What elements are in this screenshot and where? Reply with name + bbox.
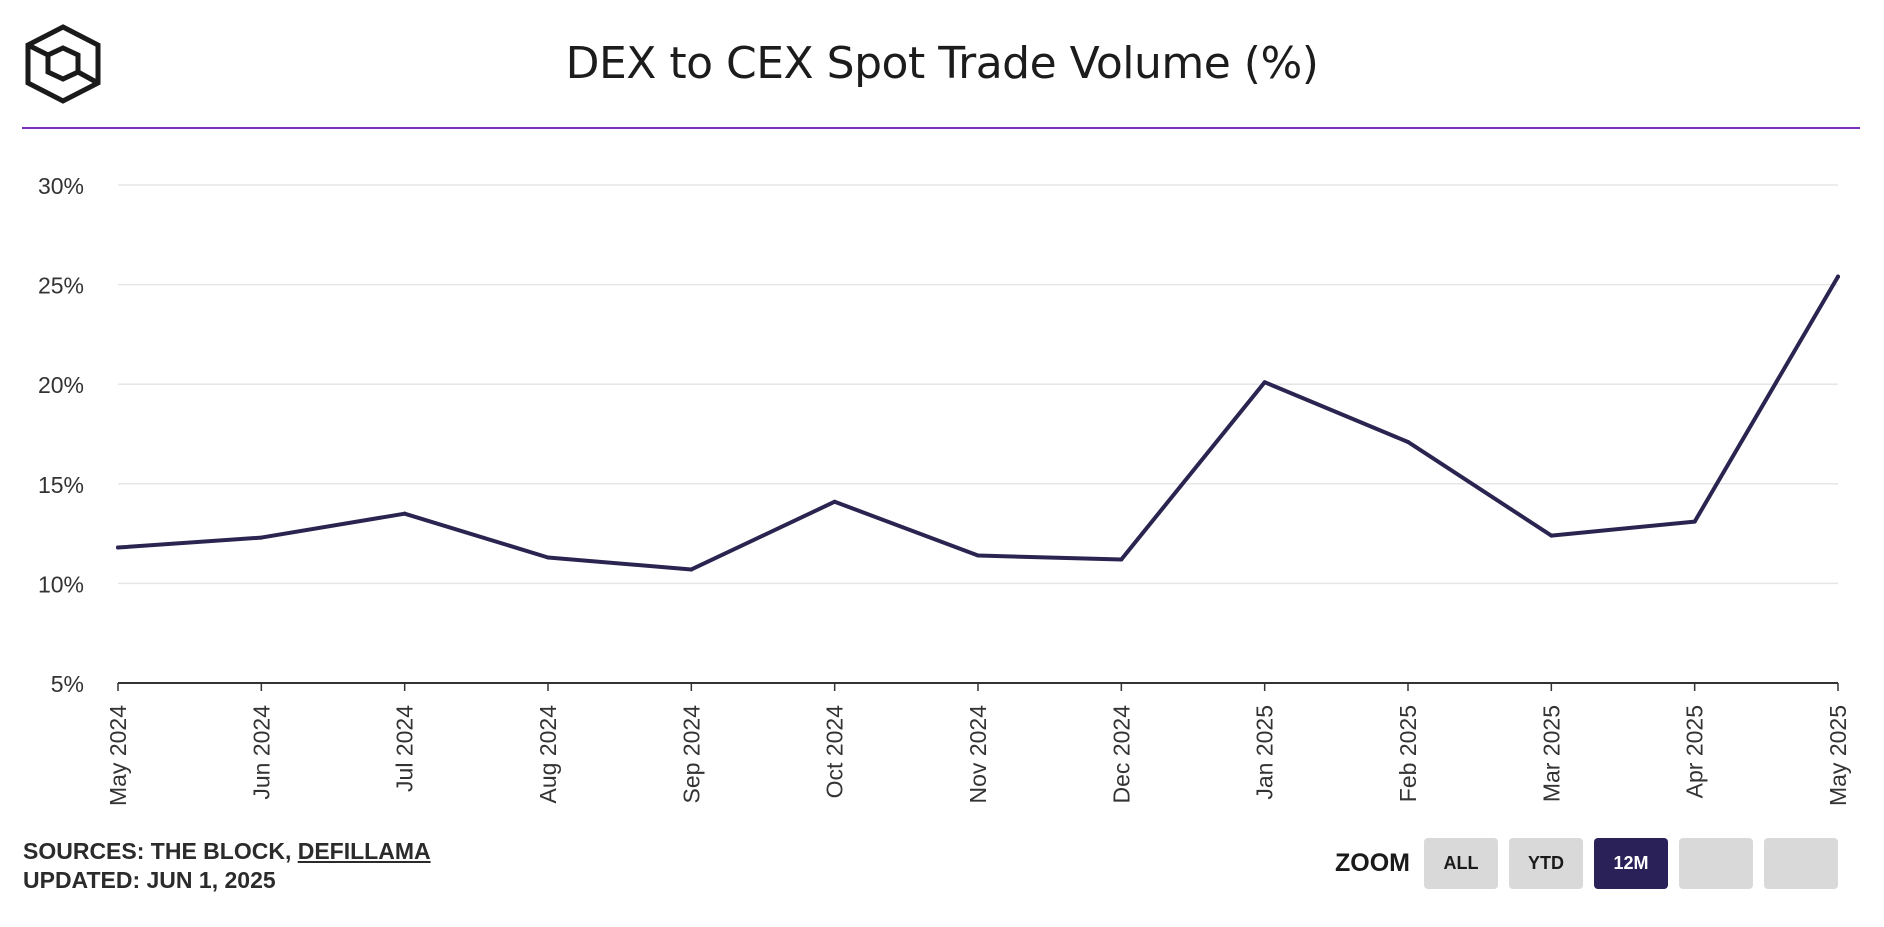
zoom-all-button[interactable]: ALL [1424,838,1498,889]
x-tick-label: Jun 2024 [248,705,274,800]
x-tick-label: Jan 2025 [1252,705,1278,800]
line-chart: 5% 10% 15% 20% 25% 30% May 2024 Jun 2024 Jul 202… [38,173,1851,806]
x-tick-label: Aug 2024 [535,705,561,804]
header-divider [22,127,1860,129]
data-point [1549,533,1554,538]
chart-sources: SOURCES: THE BLOCK, DEFILLAMA UPDATED: J… [23,837,431,895]
updated-date: UPDATED: JUN 1, 2025 [23,867,276,893]
cube-logo-icon[interactable] [24,24,102,104]
y-tick-label: 20% [38,372,84,398]
data-point [1692,519,1697,524]
y-tick-label: 15% [38,472,84,498]
x-tick-label: Oct 2024 [822,705,848,799]
data-point [832,499,837,504]
zoom-ytd-button[interactable]: YTD [1509,838,1583,889]
y-tick-label: 5% [51,671,84,697]
data-point [1262,380,1267,385]
data-point [1836,274,1840,279]
x-tick-label: May 2024 [105,705,131,806]
x-tick-label: Dec 2024 [1108,705,1134,804]
data-point [259,535,264,540]
x-tick-label: May 2025 [1825,705,1851,806]
y-tick-label: 10% [38,571,84,597]
data-point [116,545,120,550]
x-tick-label: Sep 2024 [678,705,704,804]
data-point [546,555,550,560]
data-point [689,567,694,572]
x-tick-label: Jul 2024 [392,705,418,792]
y-tick-label: 30% [38,173,84,199]
data-point [1406,439,1410,444]
zoom-controls: ZOOM ALL YTD 12M [1335,838,1849,889]
zoom-12m-button[interactable]: 12M [1594,838,1668,889]
zoom-label: ZOOM [1335,849,1410,877]
data-point [1119,557,1124,562]
x-tick-label: Feb 2025 [1395,705,1421,802]
data-point [402,511,407,516]
x-tick-label: Nov 2024 [965,705,991,804]
data-point [976,553,980,558]
sources-text: SOURCES: THE BLOCK, [23,838,298,864]
series-line [116,274,1840,572]
defillama-link[interactable]: DEFILLAMA [297,838,431,864]
x-tick-label: Apr 2025 [1682,705,1708,798]
zoom-extra-button-1[interactable] [1679,838,1753,889]
zoom-extra-button-2[interactable] [1764,838,1838,889]
chart-header: DEX to CEX Spot Trade Volume (%) [0,0,1884,128]
chart-title: DEX to CEX Spot Trade Volume (%) [565,38,1319,89]
y-tick-label: 25% [38,273,84,299]
x-tick-label: Mar 2025 [1538,705,1564,802]
